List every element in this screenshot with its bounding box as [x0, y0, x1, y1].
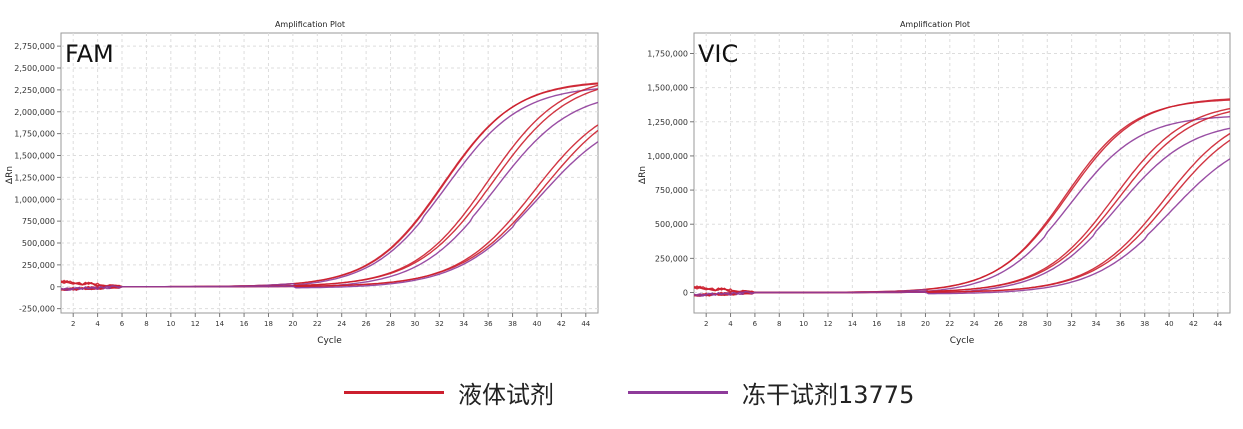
y-tick-label: 500,000 [22, 239, 55, 248]
x-tick-label: 16 [872, 320, 881, 328]
y-tick-label: 0 [50, 283, 55, 292]
x-tick-label: 10 [166, 320, 175, 328]
x-tick-label: 30 [410, 320, 419, 328]
x-tick-label: 22 [945, 320, 954, 328]
dye-label: FAM [65, 40, 114, 68]
x-tick-label: 14 [215, 320, 224, 328]
x-tick-label: 18 [897, 320, 906, 328]
x-tick-label: 10 [799, 320, 808, 328]
y-tick-label: 1,500,000 [14, 152, 55, 161]
x-tick-label: 32 [1067, 320, 1076, 328]
legend-label-lyophilized: 冻干试剂13775 [742, 380, 915, 409]
y-axis-label: ΔRn [5, 166, 15, 184]
y-tick-label: 1,750,000 [14, 130, 55, 139]
x-tick-label: 16 [240, 320, 249, 328]
x-tick-label: 2 [71, 320, 75, 328]
plot-area [693, 32, 1231, 314]
x-tick-label: 42 [557, 320, 566, 328]
legend-swatch-lyophilized [628, 390, 728, 394]
chart-vic: 0 250,000 500,000 750,000 1,000,000 1,250,000… [638, 20, 1231, 346]
y-tick-label: 2,000,000 [14, 108, 55, 117]
x-tick-label: 28 [386, 320, 395, 328]
x-tick-label: 24 [970, 320, 979, 328]
x-tick-label: 42 [1189, 320, 1198, 328]
x-tick-label: 6 [120, 320, 125, 328]
legend: 液体试剂 冻干试剂13775 [0, 372, 1243, 412]
series-group [694, 98, 1230, 297]
y-tick-label: 1,000,000 [647, 152, 688, 161]
chart-title: Amplification Plot [275, 20, 345, 29]
y-tick-label: 1,000,000 [14, 195, 55, 204]
x-tick-label: 38 [1140, 320, 1149, 328]
y-tick-label: 2,250,000 [14, 86, 55, 95]
x-tick-label: 18 [264, 320, 273, 328]
legend-swatch-liquid [344, 390, 444, 394]
y-tick-label: 250,000 [22, 261, 55, 270]
x-tick-label: 8 [777, 320, 781, 328]
x-tick-label: 12 [824, 320, 833, 328]
legend-item-lyophilized: 冻干试剂13775 [628, 372, 914, 412]
y-tick-label: 250,000 [655, 254, 688, 263]
y-tick-label: 1,500,000 [647, 84, 688, 93]
plot-area [60, 32, 599, 314]
x-tick-label: 8 [144, 320, 148, 328]
x-tick-label: 28 [1018, 320, 1027, 328]
y-tick-label: 0 [683, 289, 688, 298]
x-tick-label: 32 [435, 320, 444, 328]
x-tick-label: 24 [337, 320, 346, 328]
x-tick-label: 36 [484, 320, 493, 328]
y-tick-label: 750,000 [22, 217, 55, 226]
legend-item-liquid: 液体试剂 [344, 372, 554, 412]
x-tick-label: 34 [459, 320, 468, 328]
x-tick-label: 40 [533, 320, 542, 328]
y-axis-label: ΔRn [638, 166, 648, 184]
series-line-lyo [694, 158, 1230, 296]
x-tick-label: 22 [313, 320, 322, 328]
x-tick-label: 38 [508, 320, 517, 328]
x-tick-label: 40 [1165, 320, 1174, 328]
y-tick-label: 500,000 [655, 220, 688, 229]
x-tick-label: 2 [704, 320, 708, 328]
x-axis-label: Cycle [317, 336, 342, 346]
series-group [61, 82, 598, 292]
y-tick-label: 2,750,000 [14, 42, 55, 51]
y-tick-label: 1,750,000 [647, 49, 688, 58]
x-tick-label: 20 [288, 320, 297, 328]
chart-fam: -250,000 0 250,000 500,000 750,000 1,000,000 1… [5, 20, 599, 346]
x-tick-label: 4 [95, 320, 100, 328]
chart-title: Amplification Plot [900, 20, 970, 29]
amplification-charts: -250,000 0 250,000 500,000 750,000 1,000,000 1… [5, 20, 1231, 346]
x-tick-label: 12 [191, 320, 200, 328]
y-tick-label: -250,000 [19, 305, 55, 314]
x-tick-label: 14 [848, 320, 857, 328]
x-axis-label: Cycle [950, 336, 975, 346]
x-tick-label: 44 [1213, 320, 1222, 328]
series-line-lyo [61, 141, 598, 291]
x-tick-label: 20 [921, 320, 930, 328]
x-tick-label: 44 [581, 320, 590, 328]
x-tick-label: 26 [362, 320, 371, 328]
y-tick-label: 1,250,000 [647, 118, 688, 127]
y-tick-label: 750,000 [655, 186, 688, 195]
x-tick-label: 4 [728, 320, 733, 328]
x-tick-label: 26 [994, 320, 1003, 328]
y-tick-label: 1,250,000 [14, 173, 55, 182]
legend-label-liquid: 液体试剂 [458, 380, 554, 409]
x-tick-label: 34 [1092, 320, 1101, 328]
dye-label: VIC [698, 40, 738, 68]
x-tick-label: 6 [753, 320, 758, 328]
x-tick-label: 36 [1116, 320, 1125, 328]
y-tick-label: 2,500,000 [14, 64, 55, 73]
x-tick-label: 30 [1043, 320, 1052, 328]
